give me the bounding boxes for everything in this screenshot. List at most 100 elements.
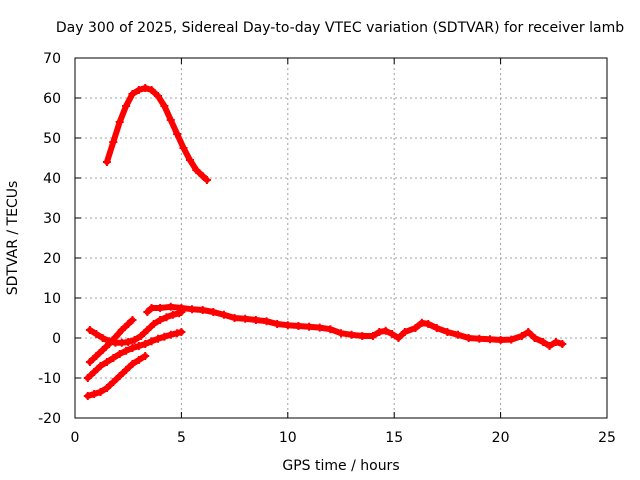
data-point	[117, 326, 126, 334]
x-tick-label: 25	[598, 430, 616, 446]
x-tick-label: 15	[385, 430, 403, 446]
data-point	[156, 316, 165, 324]
data-point	[294, 322, 303, 330]
data-point	[305, 322, 314, 331]
x-axis-label: GPS time / hours	[282, 458, 399, 474]
data-point	[128, 344, 137, 352]
series-line	[144, 303, 566, 349]
data-point	[400, 328, 409, 336]
data-point	[128, 360, 137, 368]
data-point	[424, 320, 433, 328]
y-axis-label: SDTVAR / TECUs	[5, 181, 21, 296]
series-arc-low-2	[85, 316, 137, 366]
data-point	[128, 316, 137, 324]
data-point	[124, 338, 133, 346]
series-arc-mid	[143, 302, 567, 350]
data-point	[166, 116, 175, 124]
data-point	[141, 340, 150, 348]
data-point	[558, 340, 567, 348]
data-point	[188, 305, 197, 314]
y-tick-label: 30	[43, 211, 61, 227]
data-point	[173, 329, 182, 338]
y-tick-label: -20	[38, 411, 61, 427]
data-point	[136, 332, 145, 340]
y-tick-label: 0	[52, 331, 61, 347]
grid	[75, 58, 607, 418]
data-point	[375, 328, 384, 336]
data-point	[98, 334, 107, 342]
data-point	[115, 372, 124, 380]
data-point	[230, 314, 239, 322]
data-point	[273, 320, 282, 328]
y-tick-label: 70	[43, 51, 61, 67]
data-point	[251, 316, 260, 324]
data-point	[143, 326, 152, 334]
data-point	[92, 352, 101, 360]
data-point	[147, 337, 156, 346]
data-point	[160, 332, 169, 341]
data-point	[177, 328, 186, 336]
plot-frame	[74, 57, 608, 419]
data-point	[241, 314, 250, 323]
data-point	[96, 362, 105, 370]
data-point	[134, 86, 143, 94]
data-point	[517, 332, 526, 340]
data-point	[156, 304, 165, 312]
data-point	[83, 374, 92, 382]
data-point	[109, 138, 118, 146]
data-point	[337, 329, 345, 338]
x-tick-label: 10	[279, 430, 297, 446]
data-point	[185, 156, 194, 164]
data-point	[153, 334, 162, 343]
data-point	[411, 324, 420, 332]
data-point	[443, 328, 452, 336]
data-point	[141, 84, 150, 92]
data-point	[539, 338, 548, 346]
data-point	[85, 358, 94, 366]
data-point	[209, 308, 218, 316]
y-tick-label: 20	[43, 251, 61, 267]
data-point	[122, 366, 131, 374]
y-tick-label: 10	[43, 291, 61, 307]
data-point	[454, 330, 463, 339]
y-tick-label: 40	[43, 171, 61, 187]
data-point	[485, 335, 494, 344]
data-point	[496, 336, 505, 344]
data-point	[177, 308, 186, 316]
data-point	[524, 328, 533, 336]
series-arc-low-3	[83, 328, 186, 382]
data-point	[128, 90, 137, 98]
data-point	[105, 340, 114, 348]
data-point	[160, 102, 169, 110]
data-point	[388, 330, 397, 338]
x-tick-label: 5	[177, 430, 186, 446]
data-point	[143, 308, 152, 316]
data-point	[109, 354, 118, 362]
data-point	[115, 118, 124, 126]
data-point	[102, 158, 111, 166]
data-point	[147, 304, 156, 312]
data-point	[134, 356, 143, 364]
data-point	[147, 86, 156, 94]
x-tick-label: 20	[492, 430, 510, 446]
data-point	[115, 350, 124, 358]
data-point	[326, 325, 335, 334]
data-point	[358, 332, 367, 340]
series-line	[86, 309, 185, 346]
chart-title: Day 300 of 2025, Sidereal Day-to-day VTE…	[56, 20, 624, 36]
data-point	[173, 130, 182, 138]
data-point	[109, 378, 118, 386]
axis-tick-labels: 0 5 10 15 20 25 -20 -10 0 10 20 30 40 50 60 70	[38, 51, 616, 446]
data-point	[153, 92, 162, 100]
data-point	[122, 346, 131, 355]
data-point	[162, 313, 171, 322]
data-point	[475, 334, 484, 343]
y-tick-label: -10	[38, 371, 61, 387]
data-point	[202, 176, 211, 184]
data-point	[134, 342, 143, 350]
data-point	[545, 342, 554, 350]
data-point	[124, 320, 133, 328]
data-point	[507, 335, 516, 344]
data-point	[90, 368, 99, 376]
